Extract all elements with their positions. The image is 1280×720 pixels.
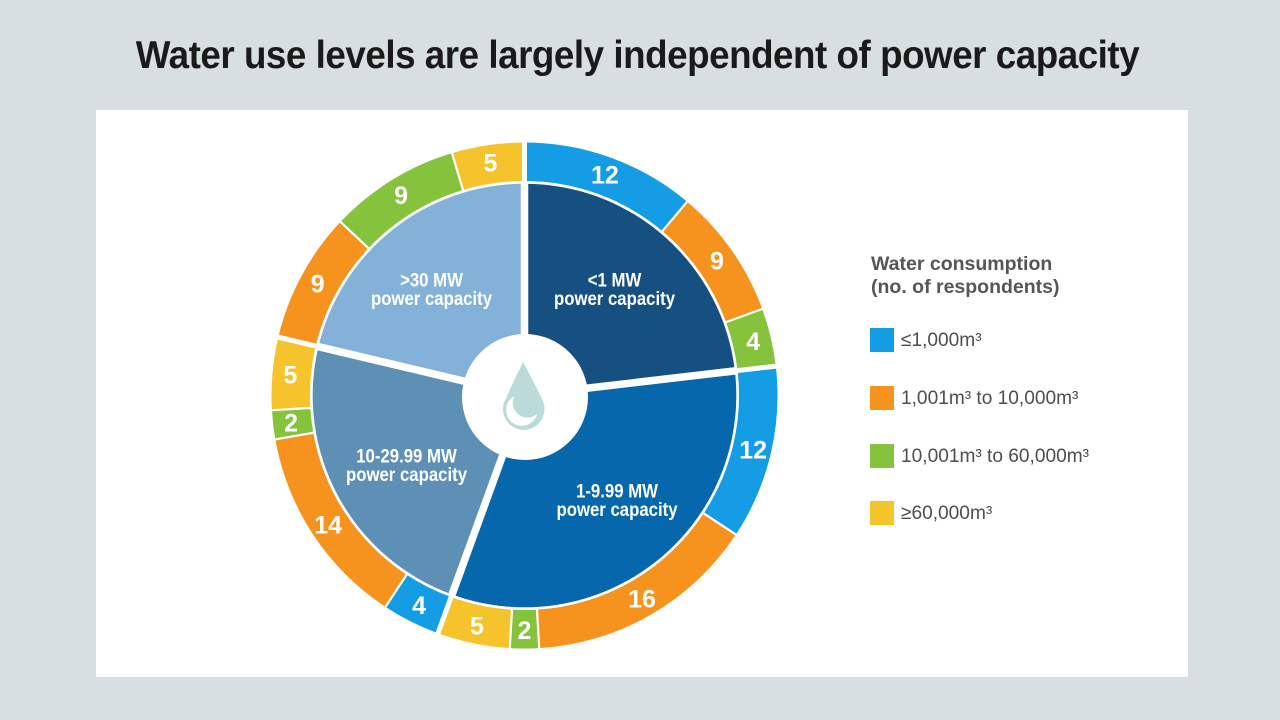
svg-text:9: 9 xyxy=(710,247,724,275)
svg-text:12: 12 xyxy=(591,161,619,189)
svg-text:2: 2 xyxy=(518,617,532,645)
svg-text:>30 MW: >30 MW xyxy=(400,269,464,290)
svg-text:12: 12 xyxy=(739,436,767,464)
svg-text:2: 2 xyxy=(284,409,298,437)
svg-text:power capacity: power capacity xyxy=(346,464,468,485)
svg-text:16: 16 xyxy=(628,586,656,614)
svg-text:power capacity: power capacity xyxy=(371,288,493,309)
svg-text:1-9.99 MW: 1-9.99 MW xyxy=(576,480,659,501)
svg-text:9: 9 xyxy=(311,271,325,299)
svg-text:14: 14 xyxy=(314,511,342,539)
svg-text:power capacity: power capacity xyxy=(556,499,678,520)
svg-text:10-29.99 MW: 10-29.99 MW xyxy=(356,445,457,466)
svg-text:4: 4 xyxy=(746,328,760,356)
svg-text:<1 MW: <1 MW xyxy=(588,269,642,290)
svg-text:5: 5 xyxy=(283,362,297,390)
svg-text:9: 9 xyxy=(394,182,408,210)
svg-text:5: 5 xyxy=(483,150,497,178)
svg-text:5: 5 xyxy=(470,612,484,640)
svg-text:power capacity: power capacity xyxy=(554,288,676,309)
svg-text:4: 4 xyxy=(412,592,426,620)
